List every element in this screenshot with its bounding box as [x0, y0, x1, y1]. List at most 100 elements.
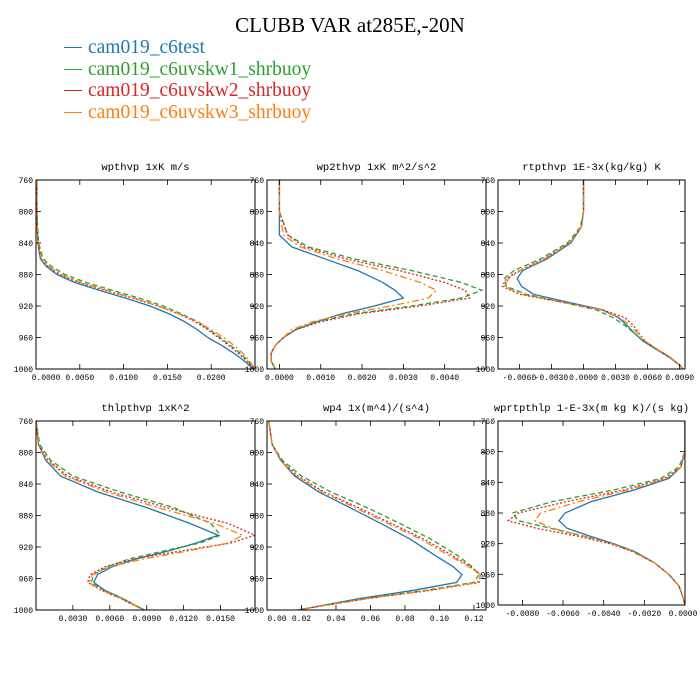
panel-1-xtick-label: 0.0050: [65, 374, 94, 383]
panel-4-series-cam019-c6uvskw1-shrbuoy: [36, 421, 222, 610]
panel-5-series-cam019-c6uvskw2-shrbuoy: [268, 421, 482, 610]
panel-2-ytick-label: 880: [250, 272, 265, 281]
legend-entry-uvskw2: cam019_c6uvskw2_shrbuoy: [64, 80, 311, 102]
panel-3: rtpthvp 1E-3x(kg/kg) K 760 800 840 880 920 960…: [476, 162, 694, 383]
panel-5-ytick-label: 760: [250, 418, 265, 427]
panel-5-title: wp4 1x(m^4)/(s^4): [323, 403, 430, 415]
panel-6-ytick-label: 960: [481, 571, 496, 580]
panel-5-ytick-label: 960: [250, 576, 265, 585]
legend-label-uvskw2: cam019_c6uvskw2_shrbuoy: [88, 80, 312, 101]
panel-1-series-cam019-c6uvskw2-shrbuoy: [36, 180, 254, 369]
panel-3-ytick-label: 880: [481, 272, 496, 281]
panel-6-ytick-label: 760: [481, 418, 496, 427]
panel-4-ytick-label: 960: [19, 576, 34, 585]
panel-1-ytick-label: 960: [19, 335, 34, 344]
panel-3-ytick-label: 840: [481, 240, 496, 249]
panel-5-xtick-label: 0.10: [430, 615, 449, 624]
panel-3-xtick-label: -0.0060: [503, 374, 537, 383]
panel-3-frame: [497, 179, 686, 370]
legend-entry-uvskw1: cam019_c6uvskw1_shrbuoy: [64, 59, 311, 81]
panel-5-xtick-label: 0.00: [267, 615, 286, 624]
panel-4-ytick-label: 760: [19, 418, 34, 427]
panel-6-frame: [497, 420, 686, 606]
panel-4-xtick-label: 0.0060: [95, 615, 124, 624]
panel-5-series-cam019-c6uvskw3-shrbuoy: [268, 421, 482, 610]
panel-2-xtick-label: 0.0040: [430, 374, 459, 383]
panel-4-series-cam019-c6uvskw3-shrbuoy: [36, 421, 245, 610]
panel-6-ytick-label: 800: [481, 449, 496, 458]
panel-5-ytick-label: 840: [250, 481, 265, 490]
panel-5-xtick-label: 0.06: [361, 615, 380, 624]
panel-6-title: wprtpthlp 1-E-3x(m kg K)/(s kg): [494, 403, 689, 415]
panel-6: wprtpthlp 1-E-3x(m kg K)/(s kg) 760 800 840…: [476, 403, 698, 619]
panel-4-xtick-label: 0.0120: [169, 615, 198, 624]
legend-entry-uvskw3: cam019_c6uvskw3_shrbuoy: [64, 102, 311, 124]
panel-6-xtick-label: -0.0080: [506, 610, 540, 619]
panel-3-series-cam019-c6uvskw1-shrbuoy: [503, 180, 684, 369]
panel-6-ytick-label: 1000: [476, 602, 495, 611]
panel-3-xtick-label: 0.0030: [601, 374, 630, 383]
panel-3-ytick-label: 920: [481, 303, 496, 312]
figure-title: CLUBB VAR at285E,-20N: [235, 13, 465, 37]
panel-3-ytick-label: 760: [481, 177, 496, 186]
panel-3-ytick-label: 1000: [476, 366, 495, 375]
panel-4-ytick-label: 1000: [14, 607, 33, 616]
panel-5-xtick-label: 0.12: [464, 615, 483, 624]
panel-2-series-cam019-c6test: [270, 180, 405, 369]
panel-2-ytick-label: 920: [250, 303, 265, 312]
panel-2-series-cam019-c6uvskw2-shrbuoy: [270, 180, 471, 369]
panel-2-ytick-label: 840: [250, 240, 265, 249]
legend-swatch-uvskw1: [64, 68, 82, 70]
panel-1-ytick-label: 840: [19, 240, 34, 249]
panel-1-ytick-label: 920: [19, 303, 34, 312]
panel-2-xtick-label: 0.0020: [348, 374, 377, 383]
panel-1-ytick-label: 800: [19, 209, 34, 218]
panel-2-xtick-label: 0.0010: [306, 374, 335, 383]
panel-1-series-cam019-c6uvskw1-shrbuoy: [36, 180, 255, 369]
panel-3-ytick-label: 960: [481, 335, 496, 344]
panel-4-ytick-label: 920: [19, 544, 34, 553]
legend-label-uvskw1: cam019_c6uvskw1_shrbuoy: [88, 58, 312, 80]
panel-1: wpthvp 1xK m/s76080084088092096010000.00…: [14, 162, 256, 383]
panel-4-xtick-label: 0.0090: [132, 615, 161, 624]
panel-5-xtick-label: 0.02: [292, 615, 311, 624]
panel-3-xtick-label: -0.0030: [535, 374, 569, 383]
panel-3-series-cam019-c6uvskw3-shrbuoy: [503, 180, 684, 369]
panel-4-frame: [35, 420, 256, 611]
panel-4-ytick-label: 880: [19, 513, 34, 522]
legend-swatch-uvskw3: [64, 111, 82, 113]
panel-3-title: rtpthvp 1E-3x(kg/kg) K: [522, 162, 661, 174]
panel-6-ytick-label: 920: [481, 541, 496, 550]
panel-4-xtick-label: 0.0150: [206, 615, 235, 624]
legend-swatch-c6test: [64, 47, 82, 49]
panel-2-frame: [266, 179, 487, 370]
panel-5-series-cam019-c6test: [268, 421, 463, 610]
panel-5-frame: [266, 420, 487, 611]
panel-4-title: thlpthvp 1xK^2: [101, 403, 189, 415]
panel-2-xtick-label: 0.0000: [265, 374, 294, 383]
panel-3-xtick-label: 0.0090: [665, 374, 694, 383]
panel-5-series-cam019-c6uvskw1-shrbuoy: [268, 421, 480, 610]
panel-4-ytick-label: 800: [19, 450, 34, 459]
panel-6-xtick-label: -0.0020: [628, 610, 662, 619]
panel-5-xtick-label: 0.08: [395, 615, 414, 624]
panel-1-xtick-label: 0.0000: [32, 374, 61, 383]
panel-3-ytick-label: 800: [481, 209, 496, 218]
panel-1-xtick-label: 0.0150: [153, 374, 182, 383]
panel-5-ytick-label: 1000: [245, 607, 264, 616]
legend-swatch-uvskw2: [64, 90, 82, 92]
panel-2-series-cam019-c6uvskw1-shrbuoy: [270, 180, 484, 369]
panel-6-xtick-label: 0.0000: [669, 610, 698, 619]
panel-5-ytick-label: 880: [250, 513, 265, 522]
legend-label-uvskw3: cam019_c6uvskw3_shrbuoy: [88, 101, 312, 123]
panel-6-xtick-label: -0.0060: [546, 610, 580, 619]
panel-1-series-cam019-c6test: [36, 180, 254, 369]
panel-3-series-cam019-c6test: [516, 180, 684, 369]
legend: cam019_c6test cam019_c6uvskw1_shrbuoy ca…: [64, 37, 311, 123]
panel-6-series-cam019-c6uvskw2-shrbuoy: [506, 421, 685, 605]
panel-1-ytick-label: 760: [19, 177, 34, 186]
panel-2-title: wp2thvp 1xK m^2/s^2: [317, 162, 437, 174]
panel-6-xtick-label: -0.0040: [587, 610, 621, 619]
panel-2-ytick-label: 800: [250, 209, 265, 218]
